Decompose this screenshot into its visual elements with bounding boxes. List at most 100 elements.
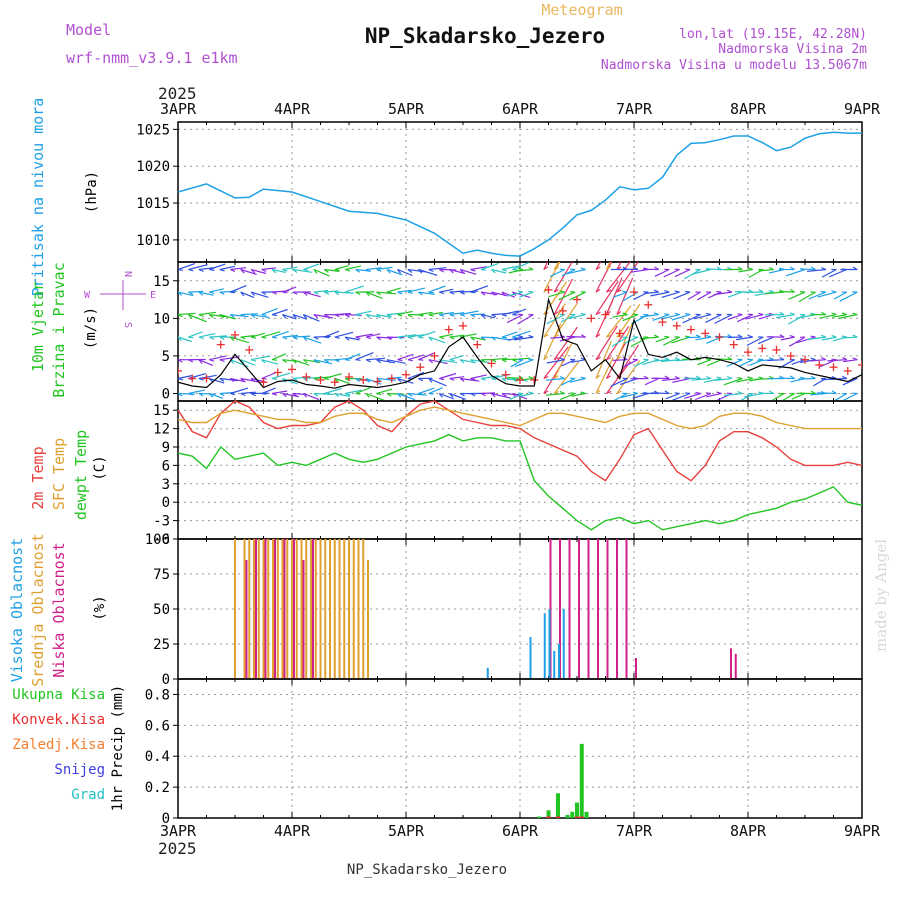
wind-barb-head [470,314,476,318]
wind-barb-head [334,268,340,272]
wind-barb [230,314,249,318]
wind-barb-head [188,291,194,295]
tick-label: 3 [162,477,170,493]
time-label: 8APR [730,100,767,118]
wind-barb [460,290,478,293]
wind-barb-head [664,357,670,361]
wind-barb [386,359,406,364]
wind-barb [838,314,858,319]
wind-barb-head [376,359,381,364]
wind-barb-head [261,336,267,339]
wind-barb [178,374,193,380]
wind-barb [682,314,701,324]
wind-barb [449,268,466,275]
wind-barb [796,336,816,344]
panel-frame [177,678,863,819]
wind-barb-head [789,312,795,316]
wind-barb-head [188,359,194,363]
wind-barb-head [229,378,235,383]
wind-barb-head [261,314,267,316]
wind-barb-head [606,356,612,361]
wind-barb [787,314,806,325]
lonlat-label: lon,lat (19.15E, 42.28N) [679,27,867,42]
wind-barb-head [355,291,361,295]
wind-barb-head [355,336,361,340]
wind-barb-head [250,291,256,297]
wind-barb-head [768,266,774,271]
wind-barb-head [664,290,670,293]
elevation-label: Nadmorska Visina 2m [718,42,867,57]
wind-barb [292,268,313,273]
wind-barb-head [695,334,701,338]
wind-barb-head [685,335,691,338]
wind-barb [376,388,393,395]
wind-panel: 0 5 10 15 [153,261,863,402]
wind-barb-head [559,390,565,395]
wind-barb-head [810,266,816,271]
wind-barb [491,357,508,361]
wind-barb-head [559,375,565,380]
wind-barb [758,268,774,272]
wind-barb [219,356,240,361]
wind-barb [605,262,611,270]
wind-barb [543,262,549,270]
wind-barb [345,285,364,293]
wind-barb [282,286,297,293]
wind-barb [553,278,574,315]
wind-barb-head [543,334,549,338]
wind-barb-head [271,291,277,295]
wind-barb-head [653,358,659,361]
wind-barb-head [449,314,455,317]
wind-barb-head [418,336,424,339]
wind-barb [630,268,649,273]
wind-barb-head [449,359,455,362]
wind-barb-head [418,359,424,361]
wind-barb-head [459,269,465,274]
wind-barb [418,268,438,276]
wind-barb-head [528,266,534,271]
wind-barb [736,336,753,341]
wind-barb-head [355,269,361,273]
wind-barb-head [198,314,204,317]
wind-barb-head [821,267,827,271]
wind-barb [418,352,435,361]
cloud-label-1: Visoka Oblacnost [8,538,26,683]
wind-barb [512,291,531,298]
wind-barb [386,287,402,293]
wind-barb-head [789,288,795,293]
wind-barb [230,387,249,395]
wind-barb-head [365,393,370,398]
wind-barb [449,312,465,316]
wind-barb [282,377,298,385]
wind-barb [650,291,670,297]
wind-barb-head [595,266,601,271]
wind-barb-head [302,336,308,342]
wind-barb [514,336,534,341]
wind-barb-head [852,312,858,316]
tick-label: 6 [162,458,170,474]
wind-barb [559,336,576,342]
wind-barb-head [282,291,288,294]
wind-barb [428,336,446,344]
wind-barb [282,334,299,338]
precip-legend-item: Zaledj.Kisa [12,737,105,753]
wind-barb [324,373,342,380]
wind-barb-head [459,359,465,364]
wind-barb-head [282,359,287,363]
wind-barb-head [747,267,753,271]
wind-barb-head [553,266,559,271]
wind-barb [843,359,858,363]
wind-barb-head [716,291,722,293]
wind-barb [376,314,392,318]
wind-barb-head [428,314,434,317]
time-label: 3APR [160,822,197,840]
wind-barb [344,353,361,361]
wind-barb [439,311,454,316]
wind-barb-head [178,377,183,381]
wind-barb-head [580,312,586,316]
wind-barb [460,377,480,382]
wind-barb [407,287,426,293]
wind-barb-head [460,314,466,317]
wind-barb-head [580,391,586,395]
wind-barb [313,392,334,395]
